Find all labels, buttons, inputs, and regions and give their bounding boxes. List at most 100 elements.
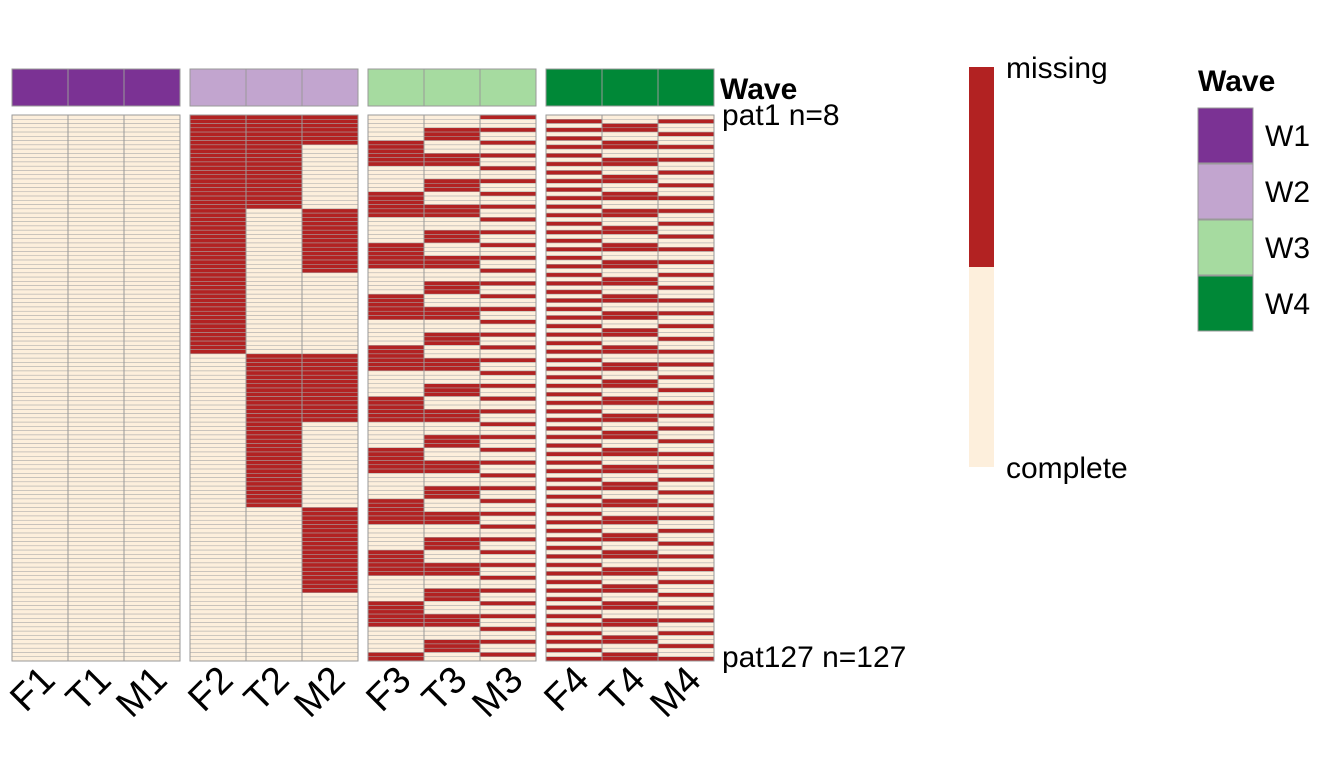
heat-cell bbox=[67, 357, 125, 363]
heat-cell bbox=[11, 438, 69, 444]
heat-cell bbox=[601, 537, 659, 542]
heat-cell bbox=[123, 579, 181, 585]
heat-cell bbox=[479, 460, 537, 466]
heat-cell bbox=[423, 639, 481, 645]
heat-cell bbox=[189, 255, 247, 261]
heat-cell bbox=[123, 161, 181, 167]
heat-cell bbox=[301, 443, 359, 448]
heat-cell bbox=[601, 170, 659, 175]
heat-cell bbox=[601, 601, 659, 606]
heat-cell bbox=[67, 447, 125, 453]
heat-cell bbox=[189, 123, 247, 129]
heat-cell bbox=[11, 421, 69, 427]
heat-cell bbox=[189, 148, 247, 154]
heat-cell bbox=[657, 541, 715, 547]
heat-cell bbox=[245, 460, 303, 466]
heat-cell bbox=[545, 379, 603, 384]
heat-cell bbox=[423, 191, 481, 197]
heat-cell bbox=[189, 583, 247, 589]
heat-cell bbox=[123, 217, 181, 222]
heat-cell bbox=[67, 532, 125, 538]
heat-cell bbox=[423, 618, 481, 623]
heat-cell bbox=[123, 647, 181, 653]
heat-cell bbox=[423, 413, 481, 419]
heat-cell bbox=[367, 583, 425, 589]
heat-cell bbox=[367, 507, 425, 512]
heat-cell bbox=[545, 541, 603, 547]
heat-cell bbox=[601, 592, 659, 598]
heat-cell bbox=[423, 528, 481, 534]
heat-cell bbox=[367, 528, 425, 534]
heat-cell bbox=[479, 217, 537, 222]
heat-cell bbox=[657, 353, 715, 359]
heat-cell bbox=[123, 370, 181, 376]
heat-cell bbox=[479, 221, 537, 227]
heat-cell bbox=[423, 575, 481, 581]
heat-cell bbox=[545, 298, 603, 303]
heat-cell bbox=[423, 485, 481, 491]
heat-cell bbox=[67, 498, 125, 504]
heat-cell bbox=[301, 485, 359, 491]
heat-cell bbox=[423, 208, 481, 214]
heat-cell bbox=[189, 272, 247, 278]
heat-cell bbox=[301, 507, 359, 512]
heat-cell bbox=[123, 140, 181, 146]
heat-cell bbox=[301, 409, 359, 414]
heat-cell bbox=[423, 524, 481, 530]
heat-cell bbox=[545, 468, 603, 474]
heat-cell bbox=[601, 374, 659, 380]
heat-cell bbox=[301, 293, 359, 299]
heat-cell bbox=[11, 187, 69, 193]
heat-cell bbox=[601, 473, 659, 478]
heat-cell bbox=[601, 123, 659, 129]
heat-cell bbox=[245, 430, 303, 436]
heat-cell bbox=[301, 519, 359, 525]
heat-cell bbox=[123, 404, 181, 410]
heat-cell bbox=[123, 515, 181, 521]
heat-cell bbox=[301, 264, 359, 269]
heat-cell bbox=[601, 345, 659, 350]
heat-cell bbox=[657, 528, 715, 534]
heat-cell bbox=[601, 438, 659, 444]
heat-cell bbox=[11, 524, 69, 530]
heat-cell bbox=[367, 332, 425, 338]
heat-cell bbox=[545, 374, 603, 380]
heat-cell bbox=[367, 460, 425, 466]
heat-cell bbox=[479, 601, 537, 606]
heat-cell bbox=[11, 481, 69, 487]
heat-cell bbox=[245, 635, 303, 640]
heat-cell bbox=[601, 161, 659, 167]
heat-cell bbox=[479, 153, 537, 158]
heat-cell bbox=[423, 545, 481, 551]
heat-cell bbox=[11, 396, 69, 402]
heat-cell bbox=[189, 464, 247, 470]
heat-cell bbox=[67, 302, 125, 308]
heat-cell bbox=[301, 430, 359, 436]
heat-cell bbox=[67, 639, 125, 645]
heat-cell bbox=[245, 396, 303, 402]
heat-cell bbox=[245, 473, 303, 478]
heat-cell bbox=[479, 323, 537, 329]
heat-cell bbox=[189, 183, 247, 188]
heat-cell bbox=[423, 430, 481, 436]
heat-cell bbox=[123, 571, 181, 576]
heat-cell bbox=[301, 438, 359, 444]
heat-cell bbox=[657, 195, 715, 201]
heat-cell bbox=[367, 537, 425, 542]
heat-cell bbox=[545, 643, 603, 649]
heat-cell bbox=[301, 357, 359, 363]
heat-cell bbox=[11, 276, 69, 282]
heat-cell bbox=[367, 473, 425, 478]
heat-cell bbox=[479, 238, 537, 244]
heat-cell bbox=[423, 541, 481, 547]
heat-cell bbox=[189, 656, 247, 662]
heat-cell bbox=[657, 460, 715, 466]
heat-cell bbox=[123, 421, 181, 427]
heat-cell bbox=[367, 238, 425, 244]
heat-cell bbox=[189, 366, 247, 372]
heat-cell bbox=[123, 276, 181, 282]
heat-cell bbox=[367, 157, 425, 163]
heat-cell bbox=[67, 443, 125, 448]
heat-cell bbox=[479, 127, 537, 133]
heat-cell bbox=[601, 264, 659, 269]
